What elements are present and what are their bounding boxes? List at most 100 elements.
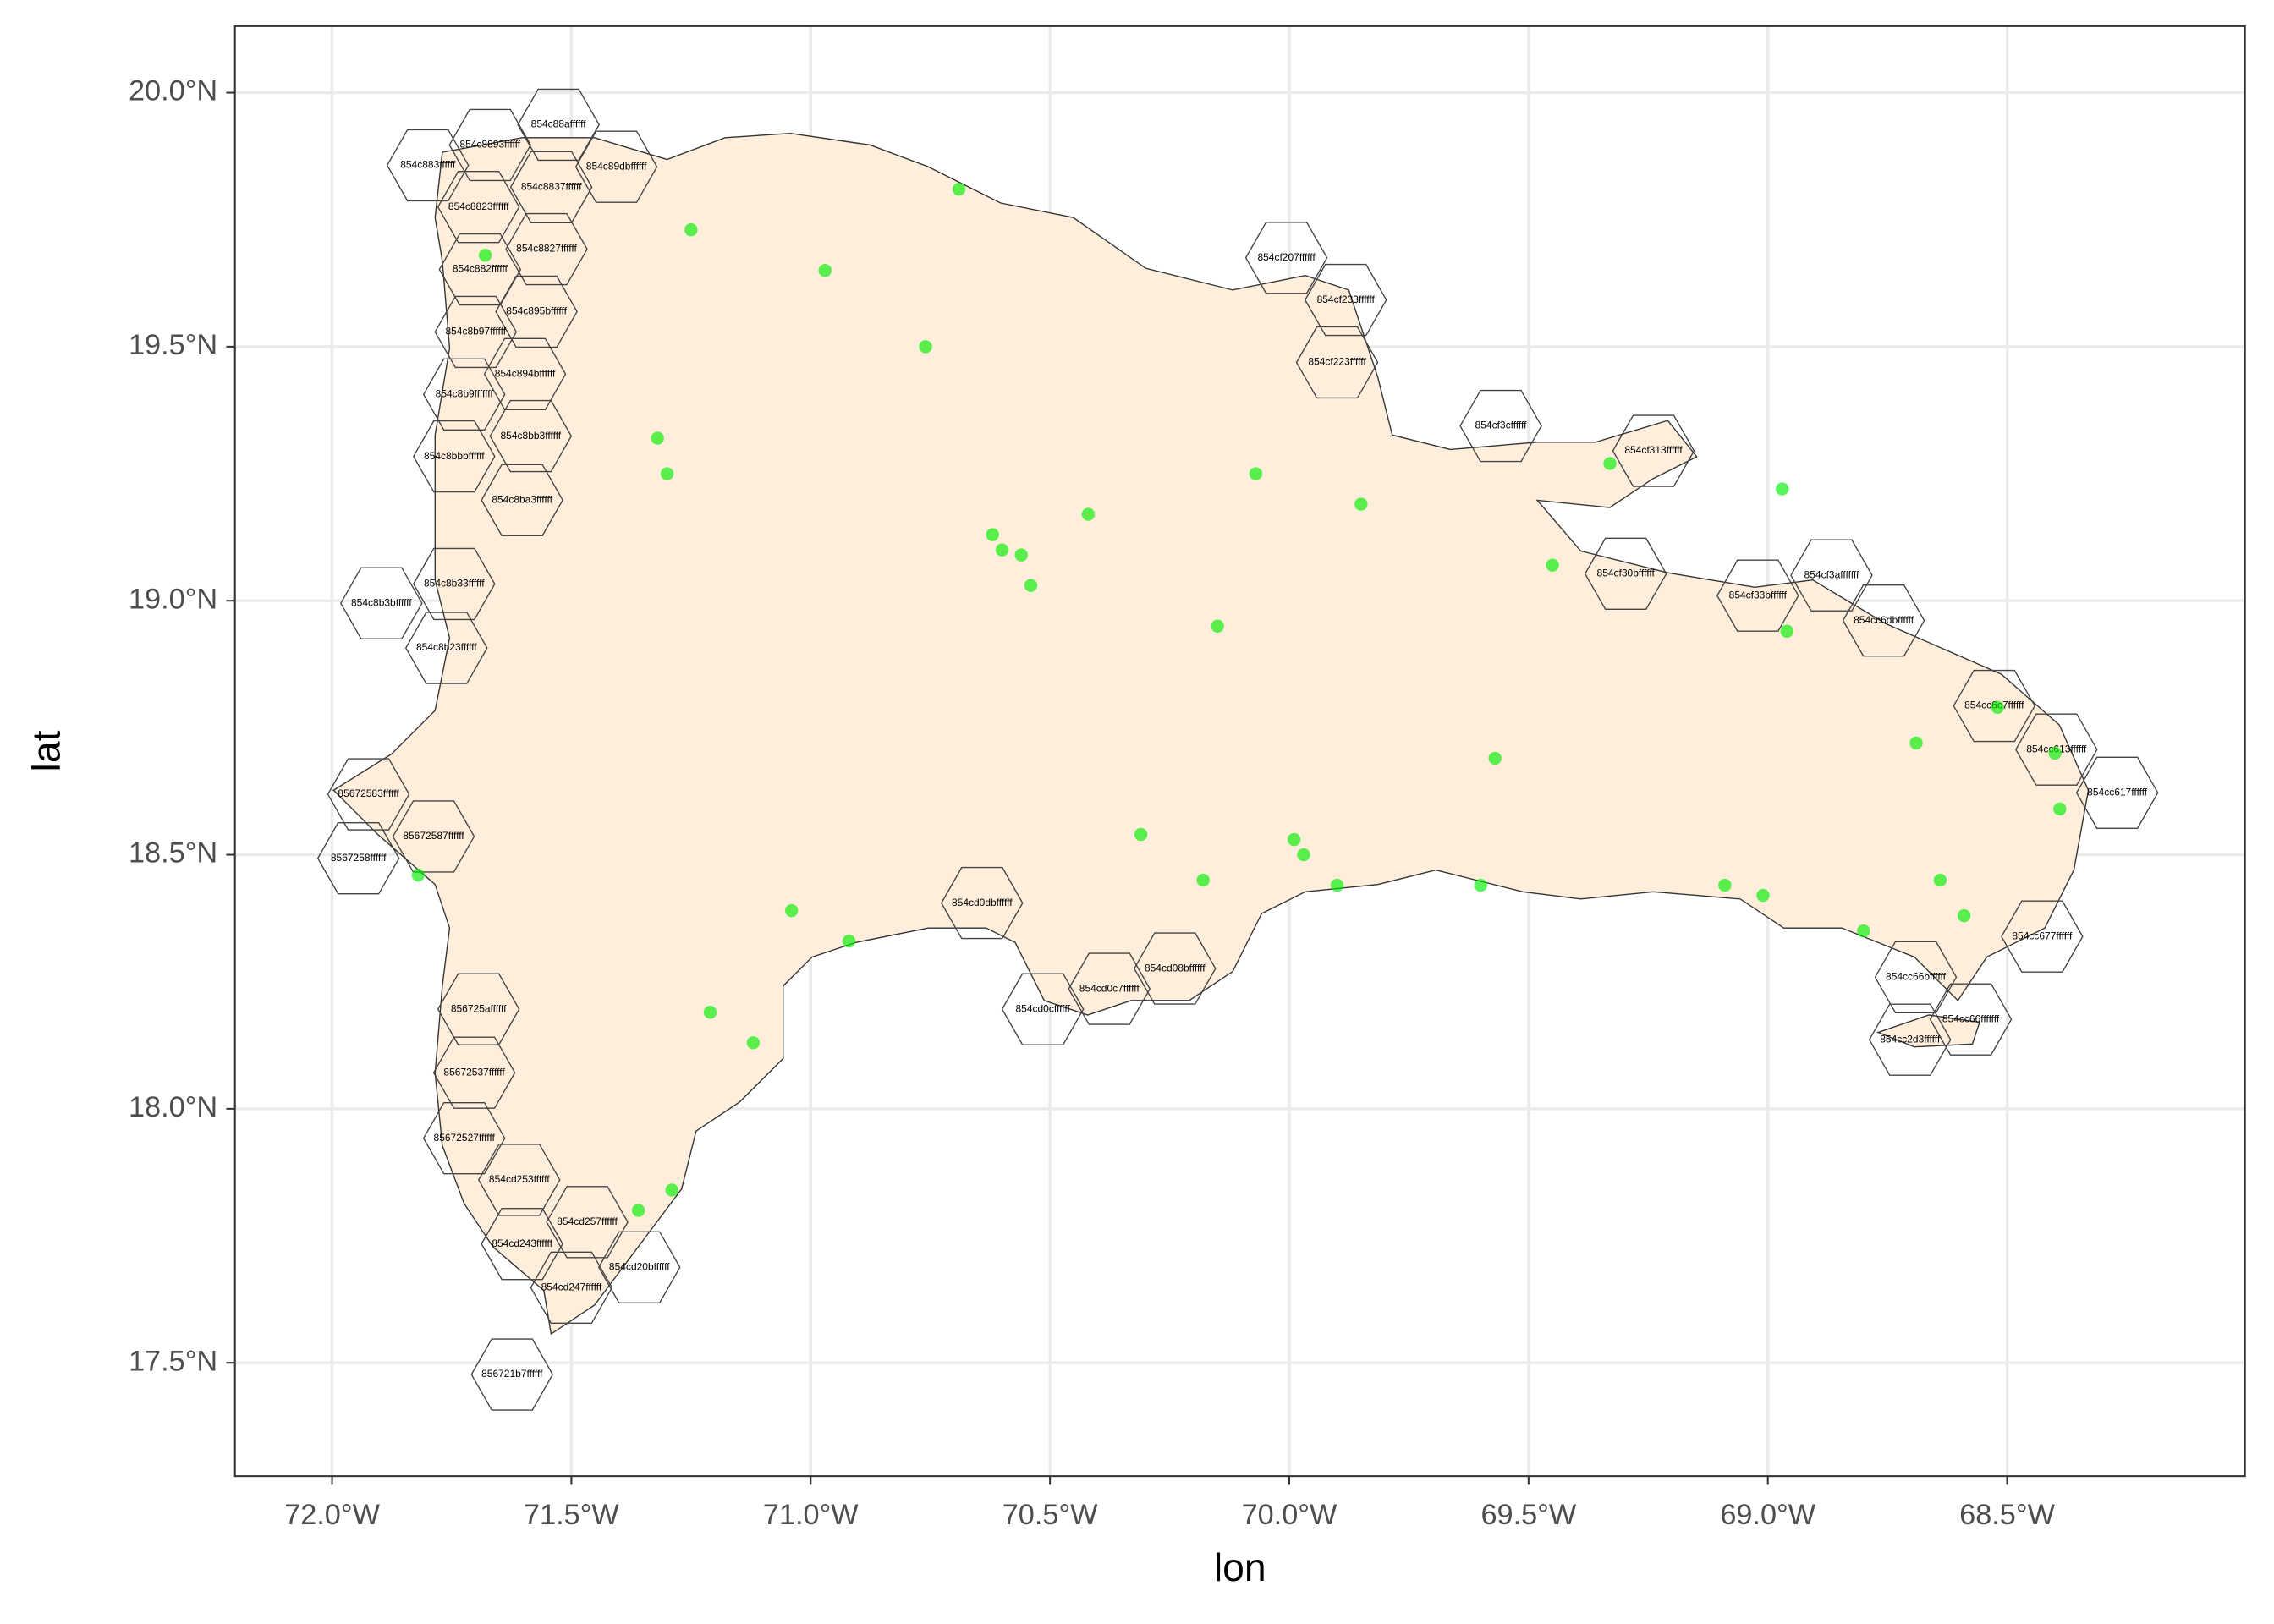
hex-cell (404, 612, 488, 684)
y-tick-label: 19.0°N (129, 583, 217, 615)
hex-cell (546, 1186, 629, 1259)
hex-label: 854c8b33ffffff (424, 578, 485, 590)
point (660, 467, 674, 480)
hex-label: 854cd243ffffff (492, 1237, 552, 1249)
point (746, 1036, 761, 1050)
point (684, 223, 698, 237)
hex-cell (1133, 932, 1217, 1005)
hex-label: 854c882ffffff (453, 263, 508, 275)
hex-label: 85672587ffffff (403, 830, 464, 842)
point (842, 934, 856, 948)
hex-cell (422, 1102, 506, 1175)
hex-cell (438, 233, 522, 306)
x-tick-label: 71.0°W (763, 1499, 859, 1531)
hex-cell (509, 151, 593, 223)
hex-label: 854c895bffffff (506, 305, 567, 317)
hex-cell (481, 1207, 563, 1281)
hex-label: 854cf313ffffff (1624, 444, 1683, 456)
hex-cell (517, 88, 600, 162)
hex-cell (1716, 559, 1799, 632)
x-axis-title: lon (1214, 1545, 1266, 1589)
hex-cell (413, 420, 496, 493)
hex-cell (340, 567, 423, 639)
y-tick-label: 18.0°N (129, 1091, 217, 1123)
hex-label: 854cc2d3ffffff (1880, 1033, 1941, 1045)
hex-label: 854cd08bffffff (1145, 962, 1206, 974)
point (1330, 878, 1344, 892)
hex-cell (597, 1231, 681, 1303)
y-tick-label: 17.5°N (129, 1345, 217, 1377)
hex-label: 854cc66bffffff (1886, 970, 1947, 982)
point (1718, 878, 1732, 892)
hex-cell (1244, 222, 1328, 294)
point (995, 543, 1009, 557)
point (784, 903, 799, 918)
hex-label: 854cf3afffffff (1804, 568, 1859, 580)
point (1909, 736, 1923, 750)
panel-border (233, 25, 2246, 1478)
hex-label: 854cf33bffffff (1729, 589, 1788, 601)
hex-cell (1790, 539, 1873, 612)
point (1780, 624, 1794, 638)
x-tick-label: 70.0°W (1242, 1499, 1337, 1531)
hex-cell (1295, 326, 1379, 399)
hex-label: 854c894bffffff (495, 367, 556, 379)
point (478, 249, 492, 262)
point (1287, 832, 1301, 847)
point (1756, 888, 1770, 903)
hex-label: 854c8893ffffff (459, 139, 520, 151)
hex-cell (1929, 983, 2013, 1056)
y-tick-label: 19.5°N (129, 329, 217, 361)
point (1014, 548, 1028, 562)
hex-cell (1068, 952, 1151, 1025)
hex-cell (437, 973, 520, 1045)
point (1603, 457, 1617, 470)
hex-cell (1953, 669, 2036, 743)
point (1991, 700, 2004, 715)
hex-cell (489, 399, 573, 473)
hex-cell (2015, 713, 2098, 786)
x-tick-label: 70.5°W (1002, 1499, 1098, 1531)
point (1957, 908, 1971, 923)
x-tick-label: 68.5°W (1959, 1499, 2055, 1531)
hex-label: 85672583ffffff (338, 787, 399, 799)
point (1211, 619, 1224, 633)
point (411, 868, 426, 882)
point (952, 182, 966, 196)
hex-label: 854cc617ffffff (2087, 786, 2148, 798)
x-tick-label: 69.5°W (1480, 1499, 1576, 1531)
hex-label: 854cd257ffffff (557, 1215, 618, 1227)
hex-cell (448, 108, 532, 182)
hex-cell (1459, 389, 1542, 463)
point (1933, 873, 1947, 887)
point (1775, 482, 1789, 496)
hex-label: 854c8b97ffffff (445, 326, 506, 337)
hex-label: 854c8bb3ffffff (501, 430, 562, 442)
hex-label: 854c8bbbffffff (424, 450, 485, 462)
point (631, 1204, 645, 1217)
point (1297, 848, 1310, 862)
hex-label: 854cd0dbffffff (952, 897, 1013, 908)
hex-cell (941, 866, 1024, 940)
hex-cell (1304, 263, 1387, 337)
hex-cell (2001, 900, 2084, 973)
hex-cell (530, 1251, 613, 1324)
hex-cell (505, 212, 588, 286)
land (332, 133, 2090, 1336)
point (651, 431, 664, 445)
point (1546, 558, 1559, 572)
hex-label: 854c8b23ffffff (416, 641, 477, 653)
point (1354, 497, 1368, 511)
point (665, 1183, 678, 1197)
hex-label: 854cd0c7ffffff (1079, 982, 1140, 994)
y-tick-label: 18.5°N (129, 837, 217, 870)
hex-cell (422, 358, 506, 431)
point-layer (411, 182, 2067, 1217)
point (818, 264, 832, 277)
hex-label: 85672537ffffff (443, 1066, 505, 1078)
hex-label: 854c8837ffffff (521, 180, 582, 192)
hex-label: 854c8ba3ffffff (492, 493, 552, 505)
hex-label: 854cd253ffffff (489, 1173, 550, 1185)
hex-label: 854cd20bffffff (609, 1260, 670, 1272)
